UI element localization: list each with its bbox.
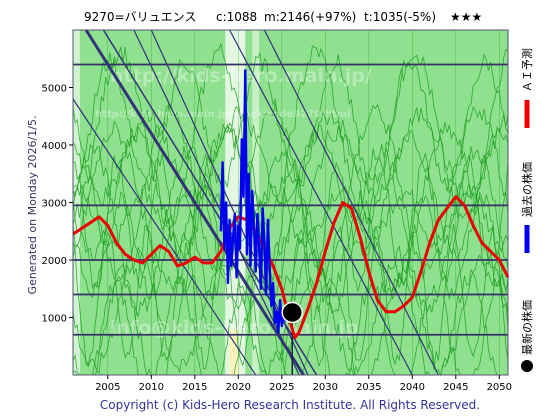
legend-label-past: 過去の株価 — [520, 162, 534, 217]
x-tick-label: 2010 — [139, 382, 164, 393]
green-oscillation-line — [72, 42, 509, 231]
diagonal-line — [263, 29, 439, 376]
legend-label-forecast: ＡＩ予測 — [520, 48, 534, 92]
y-tick-label: 2000 — [42, 256, 67, 267]
generated-date-text: Generated on Monday 2026/1/5. — [26, 116, 39, 295]
header-current: c:1088 — [216, 10, 257, 24]
header-code-name: 9270=バリュエンス — [84, 10, 196, 24]
x-axis-ticks: 2005 2010 2015 2020 2025 2030 2035 2040 2045 2050 — [95, 375, 512, 393]
diagonal-line — [84, 29, 305, 376]
watermark-url: http://kids-hero.main.jp/ — [110, 65, 372, 87]
x-tick-label: 2030 — [313, 382, 338, 393]
header-stars: ★★★ — [450, 10, 482, 24]
y-tick-label: 5000 — [42, 84, 67, 95]
x-tick-label: 2050 — [487, 382, 512, 393]
header-mid: m:2146(+97%) — [264, 10, 356, 24]
green-oscillation-line — [72, 143, 509, 318]
footer-copyright: Copyright (c) Kids-Hero Research Institu… — [100, 398, 480, 412]
green-oscillation-line — [72, 106, 509, 207]
legend-swatch-latest — [521, 360, 533, 372]
legend-label-latest: 最新の株価 — [520, 300, 534, 355]
watermark-url-small: http://kids-hero.main.jp/stock/code9270.… — [95, 109, 351, 120]
diagonal-line — [229, 29, 413, 376]
y-tick-label: 1000 — [42, 314, 67, 325]
green-oscillation-line — [72, 120, 509, 294]
x-tick-label: 2020 — [226, 382, 251, 393]
background-band — [229, 329, 239, 375]
y-tick-label: 4000 — [42, 141, 67, 152]
x-tick-label: 2025 — [269, 382, 294, 393]
y-axis-ticks: 1000 2000 3000 4000 5000 — [42, 84, 73, 325]
legend: ＡＩ予測 過去の株価 最新の株価 — [520, 48, 534, 372]
diagonal-line — [133, 29, 300, 376]
x-tick-label: 2045 — [443, 382, 468, 393]
series-ai-forecast — [72, 195, 510, 340]
green-oscillation-line — [72, 124, 509, 263]
latest-price-marker — [281, 301, 303, 324]
horizontal-levels — [73, 63, 508, 336]
green-oscillation-line — [72, 51, 509, 192]
chart-header: 9270=バリュエンス c:1088 m:2146(+97%) t:1035(-… — [84, 10, 482, 24]
plot-area: http://kids-hero.main.jp/ http://kids-he… — [72, 29, 510, 377]
latest-marker-layer — [281, 301, 303, 324]
x-tick-label: 2005 — [95, 382, 120, 393]
x-tick-label: 2015 — [182, 382, 207, 393]
background-band — [252, 30, 260, 375]
diagonal-line — [72, 98, 257, 376]
header-target: t:1035(-5%) — [364, 10, 436, 24]
series-past-price — [219, 69, 292, 334]
x-tick-label: 2035 — [356, 382, 381, 393]
y-tick-label: 3000 — [42, 199, 67, 210]
background-band — [73, 30, 80, 375]
series-layer — [72, 69, 510, 340]
green-oscillation-line — [72, 102, 509, 283]
x-tick-label: 2040 — [400, 382, 425, 393]
watermark-email: info@kids-hero.main.jp — [110, 317, 358, 339]
